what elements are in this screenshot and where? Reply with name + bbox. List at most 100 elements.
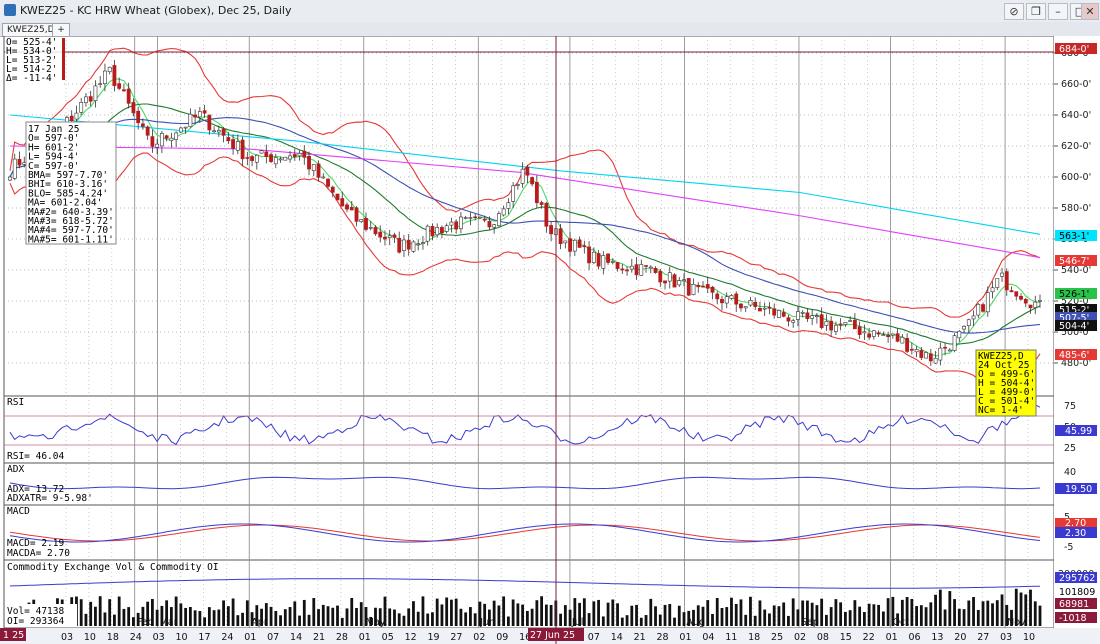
volume-bar (203, 617, 207, 626)
rsi-panel[interactable] (3, 395, 1055, 464)
volume-bar (236, 615, 240, 626)
candle-body (677, 280, 682, 286)
volume-bar (502, 596, 506, 626)
volume-bar (492, 600, 496, 626)
candle-body (720, 299, 724, 304)
candle-body (136, 110, 141, 124)
volume-bar (806, 600, 809, 626)
hover-box-line: O= 597-0' (28, 133, 79, 144)
price-axis-tags: 684-0' 563-1' 546-7' 526-1' 515-2'507-5'504-… (1055, 43, 1097, 361)
volume-tag-bg (1055, 572, 1097, 583)
macd-readout-1: MACD= 2.19 (7, 538, 64, 549)
volume-bar (972, 597, 975, 626)
adx-line (9, 476, 1041, 490)
date-axis-months: Feb Mar Apr May Jun Jul Aug Sep Oct Nov (137, 617, 1026, 628)
candle-body (84, 96, 88, 104)
volume-bar (1005, 604, 1009, 626)
volume-bar (739, 599, 743, 626)
date-month-label: Mar (160, 617, 178, 628)
candle-body (487, 221, 492, 228)
volume-bar (1029, 589, 1032, 626)
candle-body (905, 338, 909, 352)
volume-bar (288, 607, 292, 626)
close-button[interactable]: ✕ (1081, 3, 1099, 20)
volume-bar (321, 604, 325, 626)
candle-body (421, 242, 425, 244)
price-candles (8, 59, 1042, 367)
candle-body (202, 110, 207, 114)
adx-panel[interactable] (3, 462, 1055, 506)
candle-body (112, 65, 117, 86)
price-tick-label: 500-0' (1061, 327, 1091, 338)
candle-body (406, 239, 411, 250)
cursor-box-line: C = 501-4' (978, 396, 1035, 407)
volume-bar (416, 611, 420, 626)
price-tag-label: 563-1' (1059, 231, 1089, 242)
candle-body (387, 235, 392, 238)
date-day-label: 21 (313, 632, 325, 643)
volume-bar (896, 613, 900, 626)
macd-panel[interactable] (3, 504, 1055, 561)
minimize-button[interactable]: – (1048, 3, 1068, 20)
volume-bar (345, 608, 349, 626)
candle-body (273, 157, 278, 165)
volume-bar (706, 600, 710, 626)
candle-body (767, 307, 772, 309)
candle-body (12, 158, 17, 179)
candle-body (207, 114, 212, 131)
price-tick-label: 600-0' (1061, 172, 1091, 183)
candle-body (340, 198, 345, 207)
price-panel[interactable] (3, 36, 1055, 397)
volume-bar (582, 598, 586, 626)
volume-bar (820, 598, 824, 626)
candle-body (715, 293, 720, 300)
volume-bar (122, 608, 126, 626)
candle-body (511, 185, 516, 202)
candle-body (79, 102, 84, 113)
candle-body (188, 113, 193, 127)
tab-kwez25[interactable]: KWEZ25,D (2, 23, 60, 37)
title-bar: KWEZ25 - KC HRW Wheat (Globex), Dec 25, … (0, 0, 1100, 23)
macd-tag-2-bg (1055, 527, 1097, 538)
candle-body (895, 333, 900, 342)
candle-body (805, 312, 810, 319)
volume-bar (331, 607, 335, 626)
candle-body (321, 176, 326, 179)
volume-tag-label: -1018 (1059, 613, 1087, 624)
volume-bar (953, 599, 956, 626)
candle-body (971, 315, 976, 320)
volume-bar (98, 596, 102, 626)
candle-body (311, 164, 316, 171)
price-tag-bg (1055, 230, 1097, 241)
volume-bar (473, 613, 477, 626)
chart-canvas[interactable]: O= 525-4' H= 534-0' L= 513-2' L= 514-2' … (0, 36, 1100, 644)
volume-bar (245, 600, 249, 626)
volume-bar (516, 603, 520, 626)
cursor-box-line: O = 499-6' (978, 369, 1035, 380)
volume-bar (307, 614, 311, 626)
volume-bar (440, 604, 444, 626)
candle-body (69, 115, 74, 122)
volume-bar (113, 614, 116, 626)
hover-box-line: H= 601-2' (28, 142, 79, 153)
add-tab-button[interactable]: + (52, 23, 70, 37)
volume-bar (796, 609, 800, 626)
macd-tick-label: 5 (1064, 512, 1070, 523)
candle-body (122, 89, 126, 92)
cursor-box-line: KWEZ25,D (978, 351, 1024, 362)
candle-body (753, 302, 758, 307)
volume-bar (488, 609, 491, 626)
candle-body (544, 202, 549, 227)
volume-bar (207, 607, 211, 626)
candle-body (867, 333, 872, 338)
volume-bar (753, 615, 757, 626)
restore-icon[interactable]: ❐ (1026, 3, 1046, 20)
volume-bar (269, 606, 273, 626)
candle-body (852, 319, 857, 330)
link-icon[interactable]: ⊘ (1004, 3, 1024, 20)
volume-bar (454, 598, 458, 626)
candle-body (250, 156, 254, 161)
volume-bar (469, 607, 472, 626)
open-interest-series (9, 578, 1041, 589)
volume-bar (231, 598, 235, 626)
